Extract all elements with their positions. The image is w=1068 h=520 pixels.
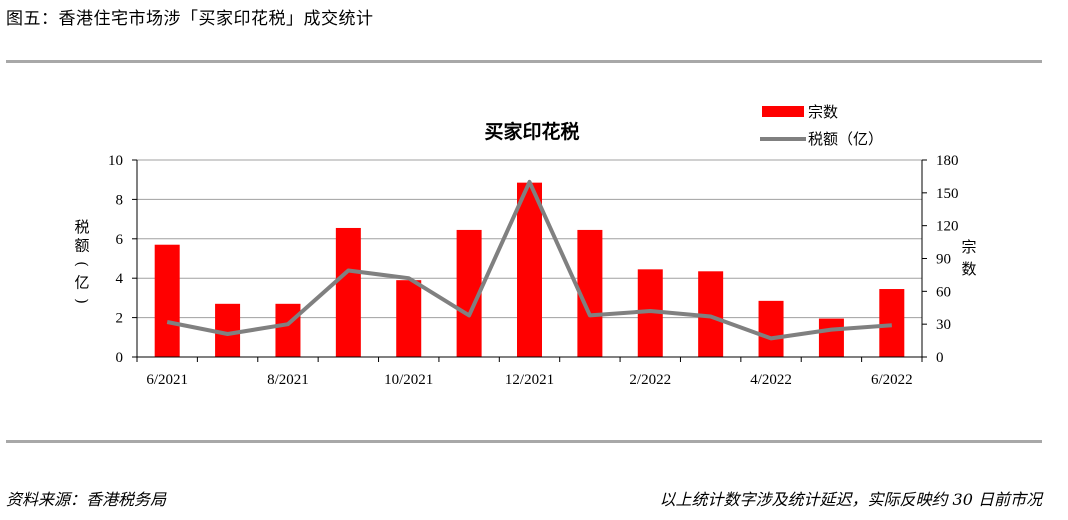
right-tick-label: 60 — [936, 284, 951, 300]
x-tick-label: 2/2022 — [629, 372, 671, 388]
right-tick-label: 180 — [936, 153, 959, 169]
left-axis-label-char: 税 — [74, 218, 89, 236]
right-axis-label: 宗数 — [961, 238, 976, 278]
right-tick-label: 150 — [936, 186, 959, 202]
x-axis-ticks: 6/2021 8/2021 10/2021 12/2021 2/2022 4/2022 6/… — [136, 357, 923, 388]
right-axis-label-char: 宗 — [961, 238, 976, 256]
left-axis-label: 税额 ( 亿) — [73, 218, 91, 304]
right-tick-label: 90 — [936, 252, 951, 268]
x-tick-label: 6/2022 — [871, 372, 913, 388]
legend: 宗数 税额（亿） — [760, 103, 883, 148]
left-tick-label: 4 — [116, 271, 124, 287]
left-tick-label: 8 — [116, 192, 124, 208]
left-axis-label-char: 额 — [74, 237, 89, 255]
x-tick-label: 12/2021 — [505, 372, 554, 388]
x-tick-label: 10/2021 — [384, 372, 433, 388]
left-tick-label: 6 — [116, 232, 124, 248]
bar-12/2021 — [517, 182, 542, 357]
bar-6/2021 — [154, 244, 180, 357]
bottom-divider — [6, 440, 1042, 443]
x-tick-label: 6/2021 — [146, 372, 188, 388]
legend-bar-swatch — [762, 106, 804, 117]
left-axis-label-char: 亿 — [74, 274, 89, 292]
line-series — [166, 179, 892, 341]
line-path — [166, 179, 892, 341]
bar-series — [154, 182, 905, 357]
right-tick-label: 30 — [936, 317, 951, 333]
bar-8/2021 — [275, 303, 301, 357]
legend-bar-label: 宗数 — [808, 103, 838, 121]
left-axis-label-char: ( — [73, 261, 91, 267]
left-tick-label: 0 — [116, 350, 124, 366]
left-axis-label-char: ) — [73, 298, 91, 304]
source-note: 资料来源：香港税务局 — [6, 490, 167, 509]
delay-note: 以上统计数字涉及统计延迟，实际反映约 30 日前市况 — [659, 490, 1042, 509]
bar-10/2021 — [396, 280, 422, 357]
left-axis-ticks: 0 2 4 6 8 10 — [108, 153, 137, 366]
right-axis-label-char: 数 — [961, 260, 976, 278]
left-tick-label: 2 — [116, 311, 124, 327]
legend-line-label: 税额（亿） — [808, 130, 883, 148]
figure-title: 图五：香港住宅市场涉「买家印花税」成交统计 — [6, 9, 374, 29]
bar-4/2022 — [758, 300, 784, 357]
x-tick-label: 8/2021 — [267, 372, 309, 388]
right-tick-label: 0 — [936, 350, 944, 366]
right-tick-label: 120 — [936, 219, 959, 235]
bar-6/2022 — [879, 289, 905, 357]
left-tick-label: 10 — [108, 153, 123, 169]
chart-title: 买家印花税 — [484, 120, 579, 143]
top-divider — [6, 60, 1042, 63]
right-axis-ticks: 0 30 60 90 120 150 180 — [922, 153, 959, 366]
bar-5/2022 — [818, 318, 844, 357]
x-tick-label: 4/2022 — [750, 372, 792, 388]
bar-9/2021 — [335, 227, 361, 357]
